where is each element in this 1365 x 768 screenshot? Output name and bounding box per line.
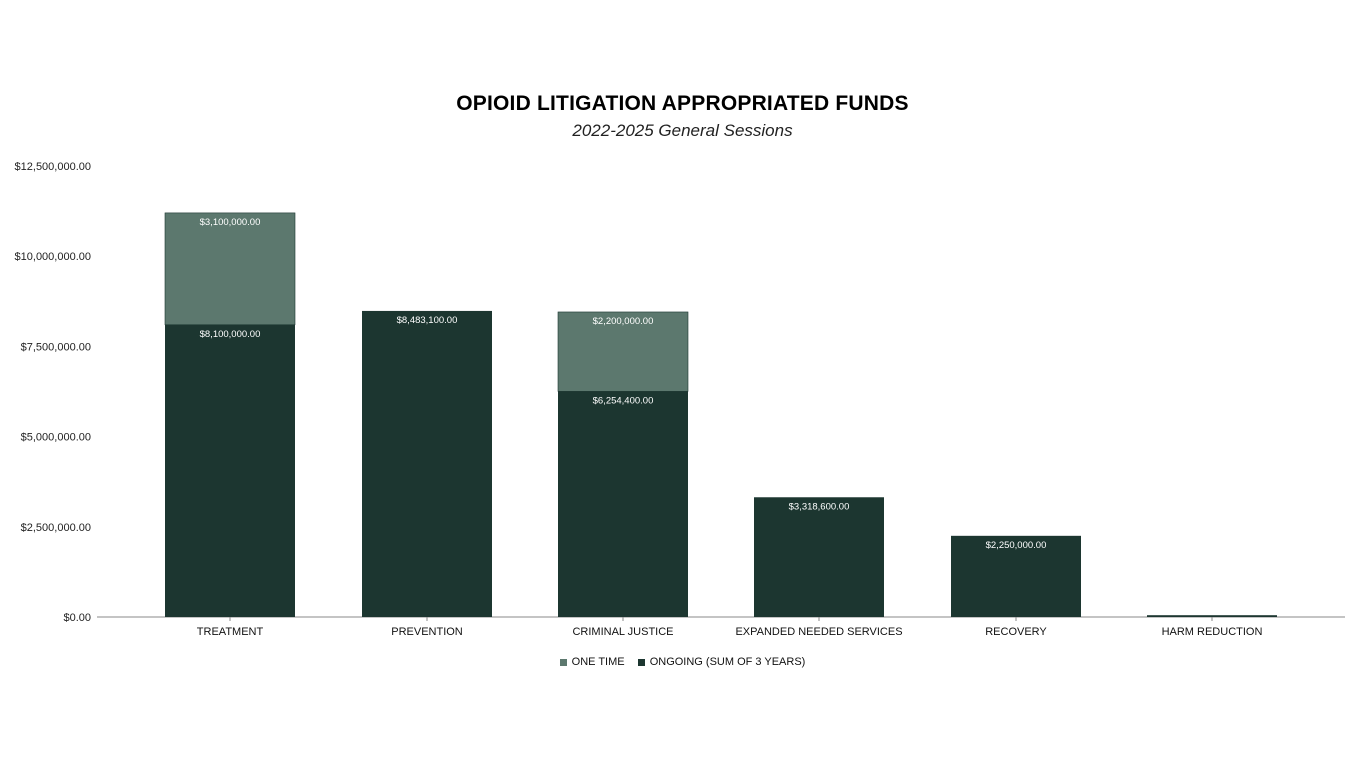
bar-ongoing (558, 391, 688, 617)
bar-ongoing (165, 324, 295, 617)
legend-swatch-ongoing (637, 658, 645, 666)
y-tick-label: $5,000,000.00 (21, 432, 91, 444)
bar-ongoing (1147, 615, 1277, 617)
x-tick-label: PREVENTION (391, 626, 463, 638)
y-tick-label: $2,500,000.00 (21, 522, 91, 534)
bar-ongoing (362, 310, 492, 617)
y-tick-label: $7,500,000.00 (21, 341, 91, 353)
legend-item-one-time: ONE TIME (559, 656, 625, 668)
x-tick-label: EXPANDED NEEDED SERVICES (735, 626, 902, 638)
legend-item-ongoing: ONGOING (SUM OF 3 YEARS) (637, 656, 806, 668)
data-label-ongoing: $8,100,000.00 (200, 329, 261, 340)
y-tick-label: $0.00 (63, 612, 91, 624)
chart-title: OPIOID LITIGATION APPROPRIATED FUNDS (456, 92, 909, 115)
y-tick-label: $12,500,000.00 (15, 161, 91, 173)
bar-one-time (557, 311, 689, 392)
data-label-one-time: $3,100,000.00 (200, 217, 261, 228)
legend-swatch-one-time (559, 658, 567, 666)
bar-ongoing (951, 535, 1081, 617)
x-tick-label: RECOVERY (985, 626, 1047, 638)
data-label-ongoing: $2,250,000.00 (986, 540, 1047, 551)
bar-one-time (164, 212, 296, 326)
data-label-one-time: $2,200,000.00 (593, 316, 654, 327)
chart-legend: ONE TIME ONGOING (SUM OF 3 YEARS) (0, 656, 1365, 669)
x-tick-label: TREATMENT (197, 626, 264, 638)
data-label-ongoing: $6,254,400.00 (593, 395, 654, 406)
bar-ongoing (754, 497, 884, 617)
x-tick-label: HARM REDUCTION (1162, 626, 1263, 638)
legend-label-ongoing: ONGOING (SUM OF 3 YEARS) (649, 656, 806, 668)
legend-label-one-time: ONE TIME (571, 656, 625, 668)
y-tick-label: $10,000,000.00 (15, 251, 91, 263)
chart-subtitle: 2022-2025 General Sessions (572, 121, 793, 140)
data-label-ongoing: $8,483,100.00 (397, 315, 458, 326)
x-tick-label: CRIMINAL JUSTICE (572, 626, 673, 638)
data-label-ongoing: $3,318,600.00 (789, 501, 850, 512)
